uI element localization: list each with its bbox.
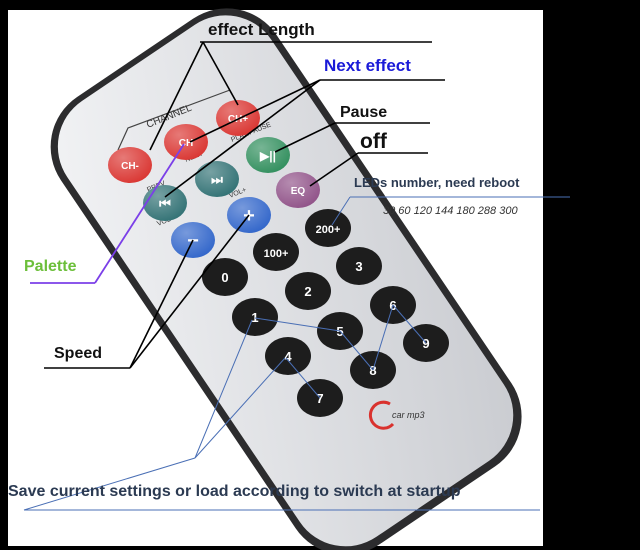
channel-bracket [117,89,231,151]
svg-text:car mp3: car mp3 [392,410,425,420]
label-off: off [360,130,387,153]
leader-speed [44,214,250,369]
button-eq[interactable]: EQ [276,172,320,208]
svg-text:8: 8 [369,363,376,378]
button-0[interactable]: 0 [202,258,248,296]
car-mp3-logo: car mp3 [368,400,425,430]
button-2[interactable]: 2 [285,272,331,310]
svg-text:CH: CH [179,138,193,149]
leader-next-effect [164,79,445,198]
svg-text:9: 9 [422,336,429,351]
svg-text:3: 3 [355,259,362,274]
leader-pause [274,122,430,153]
label-leds-number: LEDs number, need reboot [354,175,520,190]
label-palette: Palette [24,258,77,275]
leader-save-load [23,304,540,511]
button-ch-minus[interactable]: CH- [108,147,152,183]
button-100-plus[interactable]: 100+ [253,233,299,271]
svg-text:100+: 100+ [264,248,289,260]
svg-text:CH-: CH- [121,161,139,172]
leader-leds-number [331,196,570,226]
button-next[interactable]: ⏭ [195,161,239,197]
button-play-pause[interactable]: ▶|| [246,137,290,173]
button-prev[interactable]: ⏮ [143,185,187,221]
svg-text:1: 1 [251,310,258,325]
label-pause: Pause [340,104,388,121]
svg-text:200+: 200+ [316,224,341,236]
svg-text:7: 7 [316,391,323,406]
svg-text:▶||: ▶|| [259,149,276,163]
svg-text:⏭: ⏭ [211,172,223,187]
label-speed: Speed [54,345,103,362]
leader-palette [30,143,185,284]
leader-effect-length [149,41,432,151]
svg-text:EQ: EQ [291,186,306,197]
label-save-load: Save current settings or load according … [8,483,461,500]
svg-text:⏮: ⏮ [159,196,171,211]
label-effect-length: effect Length [208,20,315,39]
button-200-plus[interactable]: 200+ [305,209,351,247]
label-next-effect: Next effect [324,56,411,75]
button-4[interactable]: 4 [265,337,311,375]
svg-text:4: 4 [284,349,292,364]
svg-text:2: 2 [304,284,311,299]
button-3[interactable]: 3 [336,247,382,285]
button-ch[interactable]: CH [164,124,208,160]
label-leds-values: 30 60 120 144 180 288 300 [383,205,518,217]
svg-text:0: 0 [221,270,228,285]
button-1[interactable]: 1 [232,298,278,336]
leader-off [309,152,428,187]
remote-body [50,8,522,550]
